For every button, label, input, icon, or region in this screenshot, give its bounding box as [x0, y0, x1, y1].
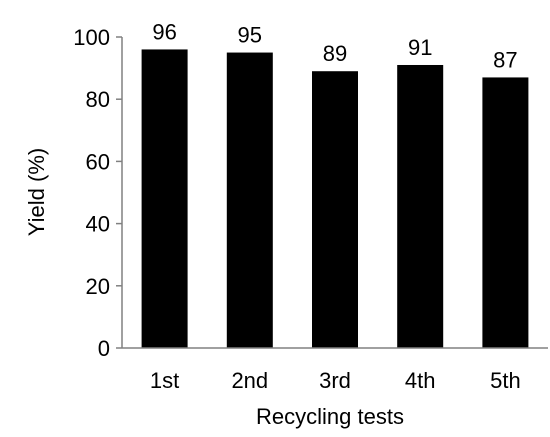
x-tick-label-3rd: 3rd: [319, 368, 351, 393]
y-tick-label: 60: [86, 149, 110, 174]
data-label-1st: 96: [152, 19, 176, 44]
y-tick-label: 100: [73, 25, 110, 50]
y-tick-label: 0: [98, 336, 110, 361]
bar-1st: [141, 49, 188, 348]
data-label-5th: 87: [493, 47, 517, 72]
x-tick-label-5th: 5th: [490, 368, 521, 393]
bars: 96 95 89 91 87: [141, 19, 529, 349]
data-label-4th: 91: [408, 35, 432, 60]
y-axis-title: Yield (%): [24, 148, 49, 236]
y-tick-label: 20: [86, 274, 110, 299]
data-label-2nd: 95: [238, 23, 262, 48]
x-axis-title: Recycling tests: [256, 404, 404, 429]
x-tick-label-1st: 1st: [150, 368, 179, 393]
x-tick-label-2nd: 2nd: [231, 368, 268, 393]
y-tick-label: 40: [86, 212, 110, 237]
data-label-3rd: 89: [323, 41, 347, 66]
x-axis: 1st 2nd 3rd 4th 5th: [122, 347, 548, 393]
y-axis: 0 20 40 60 80 100: [73, 25, 123, 361]
bar-2nd: [226, 52, 273, 349]
bar-3rd: [312, 71, 358, 349]
bar-5th: [482, 77, 529, 349]
y-tick-label: 80: [86, 87, 110, 112]
bar-4th: [397, 64, 444, 349]
x-tick-label-4th: 4th: [405, 368, 436, 393]
